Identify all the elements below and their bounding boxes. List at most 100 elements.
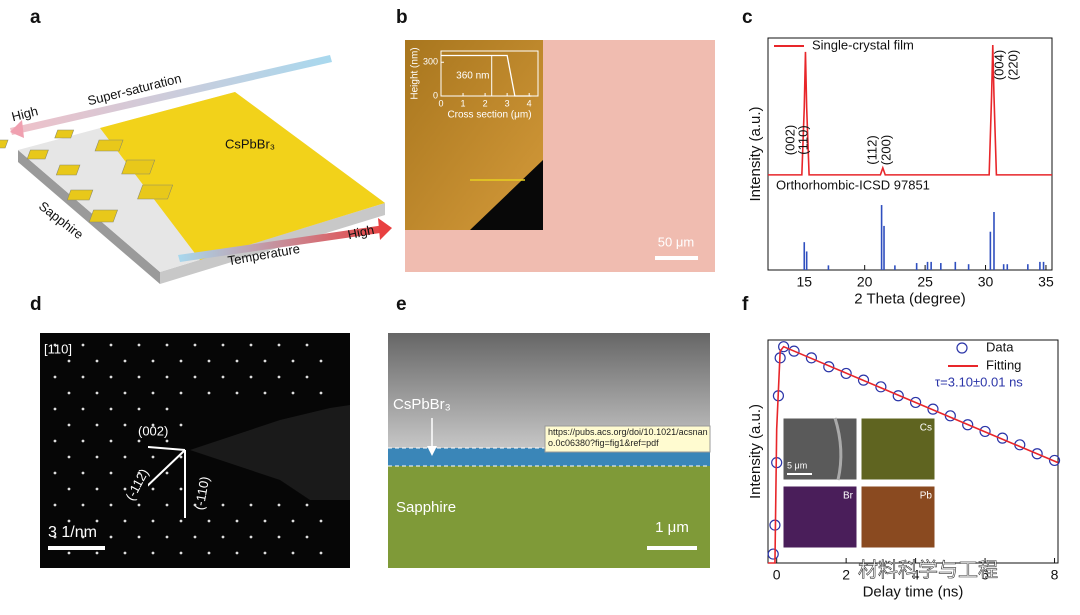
spot — [277, 375, 281, 379]
scale-bar-label: 50 μm — [658, 234, 694, 249]
spot — [67, 519, 71, 523]
spot — [319, 391, 323, 395]
y-axis-label: Intensity (a.u.) — [747, 404, 764, 499]
spot — [67, 423, 71, 427]
spot — [207, 391, 211, 395]
sem-image: CsPbBr₃ Sapphire 1 μm https://pubs.acs.o… — [388, 333, 711, 568]
spot — [179, 391, 183, 395]
spot — [263, 551, 267, 555]
spot — [95, 455, 99, 459]
panel-label: a — [30, 7, 41, 28]
label: [110] — [44, 341, 72, 356]
spot — [109, 439, 113, 443]
plot-frame — [767, 339, 1059, 564]
spot — [165, 407, 169, 411]
spot — [305, 535, 309, 539]
spot — [221, 375, 225, 379]
data-point — [823, 361, 835, 373]
spot — [277, 503, 281, 507]
spot — [165, 375, 169, 379]
x-tick-label: 1 — [461, 98, 466, 108]
x-tick-label: 0 — [438, 98, 443, 108]
watermark: 材料科学与工程 — [858, 558, 998, 581]
map-label: Br — [843, 491, 854, 502]
spot — [95, 359, 99, 363]
spot — [207, 359, 211, 363]
y-axis-label: Height (nm) — [410, 47, 421, 99]
spot — [53, 439, 57, 443]
label: CsPbBr₃ — [393, 396, 451, 413]
spot — [151, 423, 155, 427]
spot — [249, 375, 253, 379]
spot — [291, 391, 295, 395]
label: CsPbBr₃ — [225, 136, 275, 151]
x-axis-label: Cross section (μm) — [447, 110, 531, 121]
spot — [81, 343, 85, 347]
data-line — [441, 54, 532, 97]
spot — [207, 519, 211, 523]
annotation: τ=3.10±0.01 ns — [935, 374, 1023, 389]
x-tick-label: 4 — [527, 98, 532, 108]
spot — [151, 359, 155, 363]
legend-marker — [956, 342, 968, 354]
spot — [179, 423, 183, 427]
spot — [249, 503, 253, 507]
legend-label: Data — [986, 339, 1014, 354]
y-axis-label: Intensity (a.u.) — [747, 106, 764, 201]
x-tick-label: 2 — [842, 566, 850, 582]
spot — [193, 535, 197, 539]
x-tick-label: 6 — [981, 566, 989, 582]
x-tick-label: 8 — [1051, 566, 1059, 582]
x-tick-label: 2 — [483, 98, 488, 108]
y-tick-label: 300 — [423, 57, 438, 67]
spot — [165, 439, 169, 443]
spot — [109, 471, 113, 475]
map-label: Pb — [920, 491, 933, 502]
panel-label: e — [396, 294, 407, 315]
spot — [123, 391, 127, 395]
peak-label: (110) — [795, 125, 810, 154]
spot — [263, 519, 267, 523]
legend-label: Fitting — [986, 357, 1021, 372]
scale-bar-label: 1 μm — [655, 519, 689, 536]
spot — [81, 535, 85, 539]
spot — [235, 391, 239, 395]
spot — [137, 535, 141, 539]
x-tick-label: 3 — [505, 98, 510, 108]
spot — [235, 519, 239, 523]
label: Sapphire — [396, 499, 456, 516]
x-tick-label: 30 — [978, 273, 994, 289]
peak-label: (004) — [991, 50, 1006, 80]
spot — [179, 519, 183, 523]
spot — [67, 359, 71, 363]
spot — [123, 551, 127, 555]
x-tick-label: 25 — [917, 273, 933, 289]
x-axis-label: 2 Theta (degree) — [854, 290, 965, 307]
map-label: Cs — [920, 423, 932, 434]
y-tick-label: 0 — [433, 90, 438, 100]
spot — [249, 535, 253, 539]
spot — [319, 551, 323, 555]
spot — [53, 503, 57, 507]
annotation: 360 nm — [456, 70, 489, 81]
spot — [151, 391, 155, 395]
spot — [67, 487, 71, 491]
data-point — [996, 432, 1009, 444]
spot — [137, 503, 141, 507]
spot — [123, 423, 127, 427]
panel-label: d — [30, 294, 42, 315]
x-axis-label: Delay time (ns) — [863, 583, 964, 600]
spot — [67, 551, 71, 555]
spot — [221, 503, 225, 507]
scale-bar-label: 3 1/nm — [48, 524, 97, 541]
spot — [235, 551, 239, 555]
spot — [137, 439, 141, 443]
growth-schematic: High Super-saturation CsPbBr₃ Sapphire T… — [0, 55, 392, 284]
spot — [179, 551, 183, 555]
spot — [263, 391, 267, 395]
map-tile — [860, 417, 936, 481]
label: High — [10, 103, 40, 124]
spot — [165, 503, 169, 507]
spot — [249, 343, 253, 347]
